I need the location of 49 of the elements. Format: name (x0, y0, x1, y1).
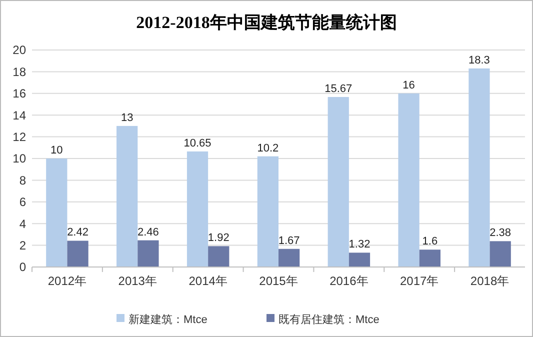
data-label: 2.42 (67, 226, 88, 239)
bar (208, 246, 230, 267)
bar (116, 126, 138, 267)
x-tick-label: 2014年 (188, 274, 228, 288)
y-tick-label: 6 (19, 195, 26, 210)
data-label: 10 (50, 144, 63, 156)
data-label: 15.67 (324, 82, 352, 95)
bar (348, 252, 370, 267)
data-label: 16 (402, 79, 415, 92)
data-label: 10.2 (257, 142, 279, 154)
bar (328, 96, 349, 267)
x-tick-label: 2013年 (118, 274, 157, 288)
bar (490, 241, 511, 267)
x-tick-label: 2017年 (400, 274, 439, 288)
data-label: 1.67 (278, 234, 300, 247)
y-tick-label: 10 (12, 152, 26, 166)
chart-title: 2012-2018年中国建筑节能量统计图 (136, 13, 397, 32)
bar (46, 158, 68, 267)
x-tick-label: 2012年 (48, 274, 87, 288)
bar (186, 151, 208, 267)
bar (419, 250, 440, 267)
y-tick-label: 4 (19, 216, 26, 231)
x-tick-label: 2015年 (259, 274, 298, 288)
x-tick-label: 2016年 (330, 274, 368, 288)
data-label: 13 (120, 112, 134, 124)
y-tick-label: 8 (19, 173, 26, 188)
data-label: 1.6 (422, 236, 438, 248)
data-label: 1.92 (208, 232, 230, 244)
bar (67, 240, 88, 267)
bar (398, 93, 420, 267)
legend-label: 新建建筑：Mtce (128, 312, 208, 326)
y-tick-label: 16 (12, 86, 26, 101)
x-tick-label: 2018年 (470, 274, 510, 288)
y-tick-label: 12 (12, 130, 26, 144)
y-tick-label: 0 (19, 260, 26, 274)
data-label: 2.46 (137, 226, 159, 238)
bar (278, 248, 300, 267)
data-label: 1.32 (348, 238, 370, 251)
data-label: 2.38 (490, 227, 512, 240)
bar (468, 68, 490, 267)
y-tick-label: 18 (12, 64, 26, 79)
legend-label: 既有居住建筑：Mtce (278, 312, 380, 326)
y-tick-label: 2 (19, 238, 26, 252)
bar (138, 240, 159, 267)
data-label: 18.3 (468, 54, 490, 66)
bar (257, 156, 278, 267)
data-label: 10.65 (184, 137, 212, 150)
y-tick-label: 20 (12, 43, 26, 58)
y-tick-label: 14 (12, 108, 26, 122)
